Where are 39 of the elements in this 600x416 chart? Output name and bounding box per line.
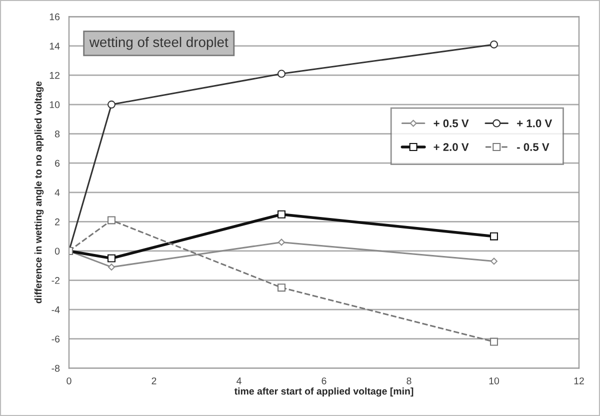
- y-tick-label: -8: [52, 364, 60, 372]
- x-tick-label: 8: [406, 377, 412, 384]
- point: [108, 264, 115, 271]
- legend-label: + 0.5 V: [434, 119, 469, 128]
- y-tick-label: 2: [55, 218, 60, 226]
- x-axis-title: time after start of applied voltage [min]: [234, 387, 414, 397]
- x-tick-label: 10: [489, 377, 500, 384]
- point: [278, 284, 286, 292]
- point: [490, 258, 498, 265]
- point: [490, 40, 498, 48]
- y-axis-title: difference in wetting angle to no applied voltage: [34, 81, 44, 304]
- x-tick-label: 4: [236, 378, 242, 384]
- y-tick-label: 0: [54, 248, 60, 255]
- point: [108, 254, 116, 262]
- y-tick-label: 16: [50, 13, 60, 20]
- point: [490, 232, 498, 240]
- y-tick-label: -4: [52, 306, 60, 314]
- legend-label: + 1.0 V: [517, 119, 552, 128]
- y-tick-label: 10: [50, 101, 60, 108]
- y-tick-label: 6: [55, 160, 60, 167]
- point: [108, 100, 116, 109]
- point: [108, 216, 116, 224]
- point: [278, 70, 286, 78]
- x-tick-label: 2: [152, 377, 156, 384]
- y-tick-label: 12: [50, 72, 60, 79]
- point: [278, 238, 285, 246]
- x-tick-label: 12: [574, 377, 584, 384]
- legend-label: - 0.5 V: [517, 143, 550, 151]
- text: wetting of steel droplet: [89, 36, 228, 50]
- y-tick-label: 14: [50, 42, 60, 50]
- point: [278, 210, 286, 218]
- y-tick-label: 8: [54, 130, 60, 138]
- y-tick-label: 4: [54, 189, 60, 196]
- legend-label: + 2.0 V: [434, 143, 469, 151]
- x-tick-label: 0: [66, 377, 72, 384]
- y-tick-label: -2: [52, 277, 60, 284]
- y-tick-label: -6: [52, 336, 60, 342]
- x-tick-label: 6: [322, 377, 326, 384]
- point: [490, 338, 498, 346]
